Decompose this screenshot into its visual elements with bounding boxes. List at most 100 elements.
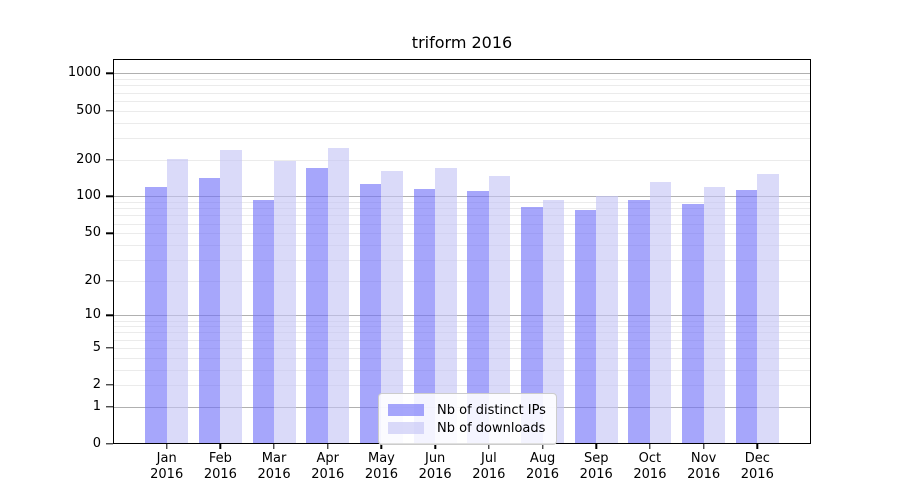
gridline-minor — [113, 244, 811, 246]
gridline-minor — [113, 326, 811, 328]
bar-downloads-oct — [649, 181, 672, 444]
gridline-minor — [113, 280, 811, 282]
x-tick — [702, 444, 705, 449]
gridline-minor — [113, 233, 811, 235]
y-tick-label: 500 — [76, 102, 101, 118]
gridline-minor — [113, 369, 811, 371]
x-tick — [273, 444, 275, 449]
x-tick-label-jan: Jan 2016 — [150, 451, 184, 482]
bar-downloads-nov — [703, 186, 726, 444]
x-tick — [541, 444, 544, 449]
bar-distinct-ips-mar — [252, 199, 275, 444]
gridline-minor — [113, 122, 811, 124]
x-tick — [756, 444, 758, 449]
y-tick — [106, 109, 113, 112]
gridline-minor — [113, 159, 811, 161]
y-tick — [106, 443, 113, 445]
x-tick — [488, 444, 490, 449]
bar-downloads-jul — [488, 176, 511, 444]
bar-distinct-ips-oct — [628, 200, 650, 444]
gridline-major — [113, 315, 811, 317]
bar-downloads-jun — [435, 167, 457, 444]
x-tick-label-sep: Sep 2016 — [579, 451, 613, 482]
legend-swatch-distinct-ips — [388, 404, 424, 416]
gridline-minor — [113, 208, 811, 210]
gridline-minor — [113, 79, 811, 81]
gridline-minor — [113, 100, 811, 102]
gridline-minor — [113, 92, 811, 94]
bar-downloads-feb — [220, 150, 242, 444]
y-tick — [106, 384, 113, 386]
gridline-minor — [113, 202, 811, 204]
gridline-minor — [113, 357, 811, 359]
gridline-minor — [113, 385, 811, 387]
bar-downloads-may — [381, 170, 403, 444]
x-tick-label-apr: Apr 2016 — [311, 451, 345, 482]
y-tick-label: 0 — [92, 436, 101, 451]
y-tick — [106, 314, 113, 317]
gridline-minor — [113, 259, 811, 261]
bar-distinct-ips-may — [359, 184, 382, 444]
bar-distinct-ips-nov — [682, 204, 704, 444]
y-tick — [106, 232, 113, 234]
y-axis: 0 1 2 5 10 20 50 100 200 500 1000 — [68, 59, 811, 451]
bar-distinct-ips-apr — [306, 168, 328, 444]
x-axis: Jan 2016 Feb 2016 Mar 2016 Apr 2016 May 2016 Jun 20… — [113, 59, 811, 482]
gridline-minor — [113, 137, 811, 139]
gridline-minor — [113, 339, 811, 341]
chart-title: triform 2016 — [411, 33, 513, 52]
bar-downloads-jan — [166, 159, 189, 444]
bar-distinct-ips-dec — [735, 190, 758, 444]
x-tick-label-feb: Feb 2016 — [203, 451, 237, 482]
bars-layer — [113, 59, 811, 444]
y-tick-label: 100 — [76, 188, 101, 204]
y-tick — [106, 280, 113, 282]
y-tick-label: 20 — [84, 272, 101, 288]
gridline-minor — [113, 332, 811, 334]
y-tick-label: 5 — [92, 339, 101, 355]
gridline-minor — [113, 215, 811, 217]
gridline-minor — [113, 320, 811, 322]
bar-distinct-ips-jul — [467, 191, 489, 444]
x-tick — [434, 444, 436, 449]
x-tick-label-jun: Jun 2016 — [418, 451, 452, 482]
plot-area: 0 1 2 5 10 20 50 100 200 500 1000 Jan 2016 Feb 2016 Ma… — [68, 59, 811, 482]
bar-distinct-ips-jan — [145, 187, 167, 444]
gridline-minor — [113, 85, 811, 87]
bar-distinct-ips-jun — [413, 189, 436, 444]
bar-downloads-dec — [757, 174, 779, 444]
x-tick-label-jul: Jul 2016 — [472, 451, 506, 482]
x-tick — [219, 444, 222, 449]
y-tick — [106, 158, 113, 161]
x-tick — [165, 444, 168, 449]
y-tick-label: 200 — [76, 151, 101, 167]
x-tick — [327, 444, 329, 449]
x-tick — [649, 444, 651, 449]
legend-item-distinct-ips: Nb of distinct IPs — [388, 402, 546, 418]
y-tick — [106, 406, 113, 408]
legend-item-downloads: Nb of downloads — [388, 420, 546, 436]
gridline-minor — [113, 223, 811, 225]
x-tick — [380, 444, 383, 449]
bar-downloads-apr — [327, 147, 350, 444]
bar-distinct-ips-feb — [198, 178, 221, 444]
y-tick-label: 2 — [92, 377, 101, 393]
gridline-major — [113, 73, 811, 75]
bar-downloads-aug — [542, 199, 565, 444]
y-tick — [106, 195, 113, 198]
legend: Nb of distinct IPs Nb of downloads — [378, 393, 557, 445]
gridline-major — [113, 196, 811, 198]
y-tick-label: 10 — [84, 307, 101, 323]
y-tick — [106, 347, 113, 349]
x-tick-label-aug: Aug 2016 — [525, 451, 560, 482]
y-tick-label: 1000 — [67, 65, 101, 81]
y-tick-label: 1 — [92, 398, 101, 414]
y-tick — [106, 72, 113, 75]
bar-downloads-sep — [596, 195, 618, 444]
bar-downloads-mar — [274, 160, 296, 444]
legend-swatch-downloads — [388, 422, 424, 434]
bar-distinct-ips-sep — [574, 209, 597, 444]
x-tick-label-oct: Oct 2016 — [633, 451, 667, 482]
x-tick-label-may: May 2016 — [364, 451, 398, 482]
